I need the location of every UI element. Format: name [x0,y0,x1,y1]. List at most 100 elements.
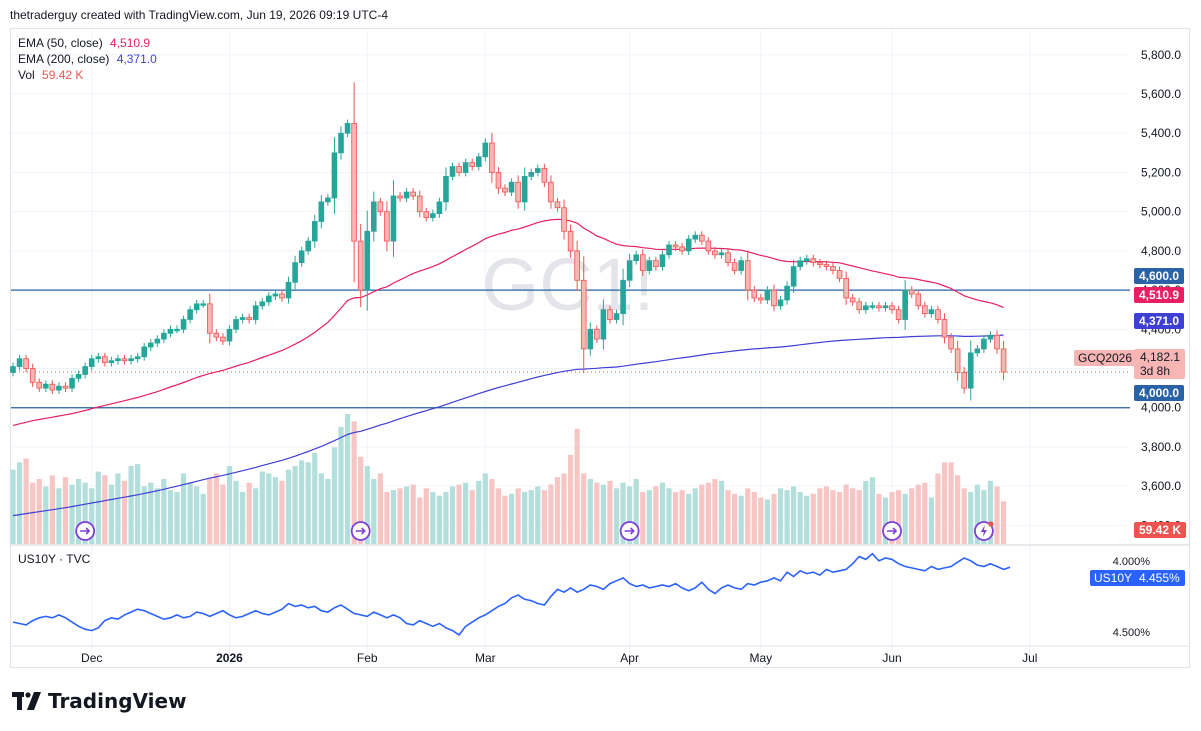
candle[interactable] [876,305,882,309]
candle[interactable] [718,252,725,256]
candle[interactable] [134,356,141,360]
candle[interactable] [541,168,548,183]
candle[interactable] [161,332,167,340]
candle[interactable] [961,372,967,389]
candle[interactable] [600,309,607,340]
candle[interactable] [685,238,692,252]
candle[interactable] [174,328,180,332]
candle[interactable] [731,262,738,271]
candle[interactable] [495,172,502,189]
candle[interactable] [679,246,685,252]
candle[interactable] [147,342,154,348]
candle[interactable] [259,301,266,307]
candle[interactable] [311,221,318,242]
candle[interactable] [325,197,331,203]
us10y-line[interactable] [12,552,1011,636]
candle[interactable] [620,279,626,315]
candle[interactable] [856,301,863,311]
candle[interactable] [895,309,902,320]
candle[interactable] [646,260,653,271]
candle[interactable] [403,191,410,199]
candle[interactable] [351,123,357,242]
candle[interactable] [653,260,659,267]
candle[interactable] [548,181,554,203]
candle[interactable] [594,328,600,340]
candle[interactable] [810,258,817,264]
candle[interactable] [272,293,279,297]
candle[interactable] [423,211,430,218]
candle[interactable] [928,309,935,315]
candle[interactable] [521,175,528,203]
candle[interactable] [475,156,482,167]
candle[interactable] [75,374,82,379]
candle[interactable] [764,289,771,301]
candle[interactable] [515,181,521,203]
candle[interactable] [915,293,922,307]
candle[interactable] [574,250,580,281]
candle[interactable] [699,234,705,242]
candle[interactable] [863,305,869,311]
legend-vol[interactable]: Vol 59.42 K [18,67,157,83]
candle[interactable] [967,352,974,389]
candle[interactable] [102,356,108,364]
candle[interactable] [141,346,148,358]
candle[interactable] [777,299,784,307]
candle[interactable] [639,254,646,271]
candle[interactable] [213,332,220,338]
candle[interactable] [508,181,515,193]
candle[interactable] [115,358,121,362]
candle[interactable] [751,289,758,299]
candle[interactable] [128,358,134,362]
candle[interactable] [672,244,679,248]
candle[interactable] [1000,348,1007,373]
candle[interactable] [843,277,849,299]
candle[interactable] [36,381,43,389]
candle[interactable] [535,168,541,173]
candle[interactable] [941,319,948,338]
candle[interactable] [626,260,633,281]
candle[interactable] [252,305,259,320]
candle[interactable] [744,260,751,291]
candle[interactable] [285,281,292,299]
candle[interactable] [580,279,587,350]
candle[interactable] [121,358,128,362]
candle[interactable] [633,254,639,262]
candle[interactable] [193,303,200,311]
candle[interactable] [23,358,29,369]
candle[interactable] [587,328,594,350]
candle[interactable] [902,289,908,320]
legend-ema50[interactable]: EMA (50, close) 4,510.9 [18,35,157,51]
candle[interactable] [56,385,62,391]
candle[interactable] [935,309,941,320]
candle[interactable] [279,293,285,299]
candle[interactable] [338,132,344,154]
candle[interactable] [410,191,416,197]
ema50-line[interactable] [12,218,1004,426]
candle[interactable] [377,201,384,213]
candle[interactable] [659,254,666,267]
tradingview-logo[interactable]: TradingView [12,689,187,713]
candle[interactable] [180,319,187,330]
candle[interactable] [436,201,443,215]
candle[interactable] [738,260,744,271]
candle[interactable] [790,266,797,287]
candle[interactable] [318,201,325,222]
candle[interactable] [220,336,226,342]
candle[interactable] [364,230,371,291]
candle[interactable] [462,162,469,173]
candle[interactable] [482,142,489,158]
candle[interactable] [305,240,311,252]
candle[interactable] [154,338,161,344]
candle[interactable] [416,195,423,213]
candle[interactable] [981,338,987,350]
candle[interactable] [82,366,88,375]
candle[interactable] [397,195,403,199]
candle[interactable] [725,252,731,264]
candle[interactable] [974,348,981,354]
candle[interactable] [889,305,895,311]
candle[interactable] [922,305,928,315]
candle[interactable] [69,377,75,389]
candle[interactable] [456,166,462,173]
us10y-legend[interactable]: US10Y · TVC [18,551,90,567]
candle[interactable] [797,260,803,267]
